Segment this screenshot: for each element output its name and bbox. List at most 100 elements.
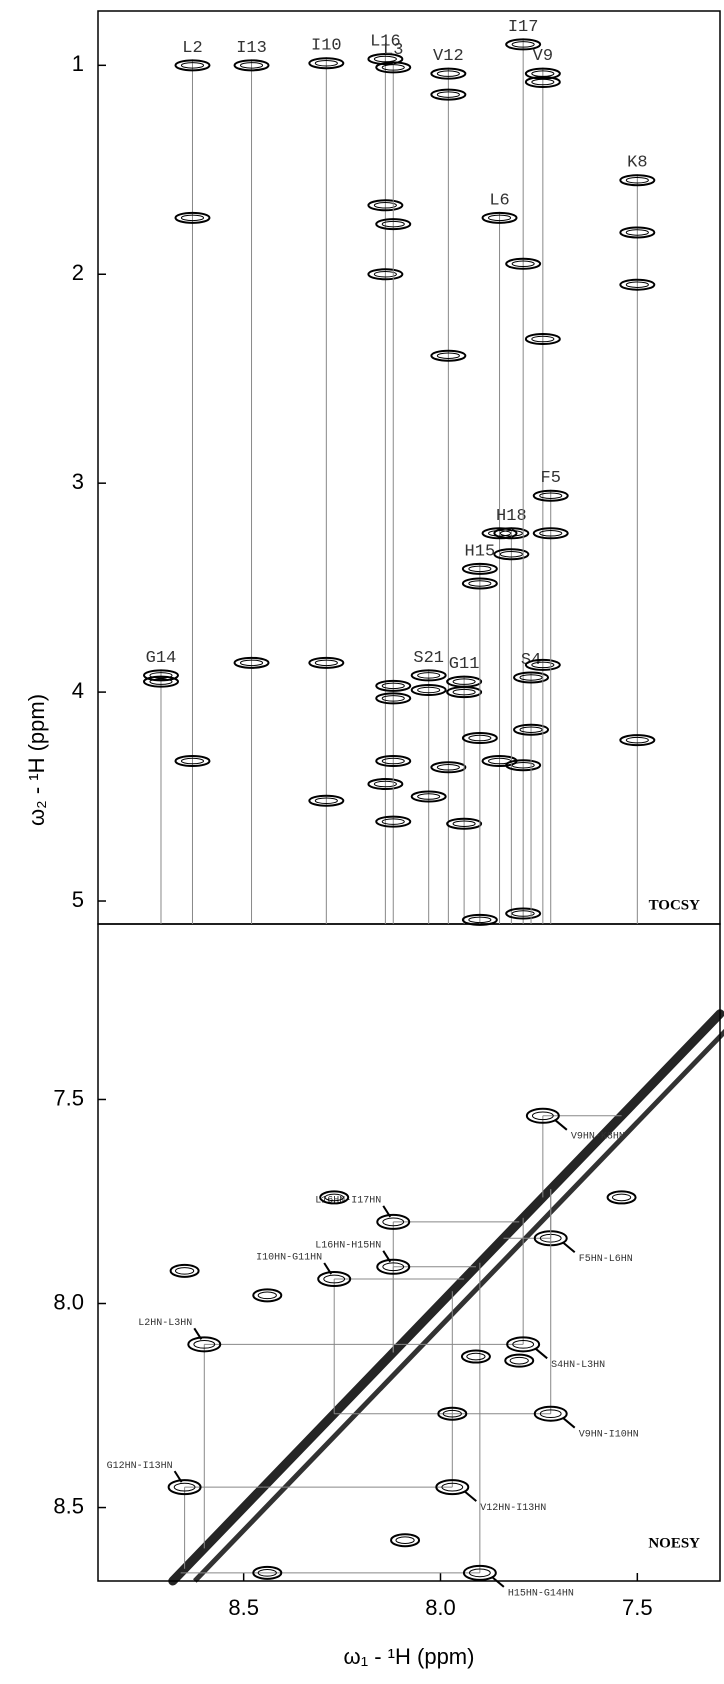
- tocsy-peak: [430, 349, 467, 362]
- tocsy-peak: [375, 218, 412, 231]
- tocsy-peak: [461, 913, 498, 926]
- tocsy-peak-contour: [180, 757, 205, 765]
- tocsy-peak-contour: [531, 661, 555, 669]
- tocsy-peak-contour: [373, 202, 397, 209]
- label-leader: [554, 1119, 568, 1131]
- tocsy-peak-contour: [452, 678, 476, 685]
- tocsy-peak-contour: [511, 260, 535, 268]
- cross-peak-contour: [193, 1339, 216, 1349]
- spin-label: L16: [370, 33, 401, 52]
- y-tick-label: 5: [72, 887, 84, 912]
- tocsy-peak: [524, 658, 561, 671]
- tocsy-peak-contour: [539, 492, 563, 499]
- noesy-peak-contour: [611, 1193, 632, 1202]
- cross-peak-label: L16HN-I17HN: [315, 1196, 381, 1207]
- label-leader: [491, 1576, 505, 1588]
- x-tick-label: 7.5: [622, 1595, 653, 1620]
- spin-label: H18: [496, 507, 527, 526]
- noesy-frame: [97, 923, 721, 1582]
- cross-peak: [435, 1479, 470, 1496]
- cross-peak-contour: [382, 1217, 405, 1227]
- tocsy-peak: [308, 57, 345, 70]
- diagonal: [168, 1009, 724, 1586]
- tocsy-peak: [493, 548, 530, 561]
- tocsy-peak-contour: [436, 764, 460, 771]
- label-leader: [562, 1241, 576, 1253]
- noesy-peak-contour: [257, 1569, 277, 1577]
- spin-label: I13: [236, 39, 267, 58]
- tocsy-peak-contour: [417, 793, 441, 800]
- spin-label: V12: [433, 47, 464, 66]
- cross-peak: [317, 1271, 352, 1288]
- tocsy-peak: [461, 732, 498, 745]
- label-leader: [382, 1250, 392, 1263]
- tocsy-peak: [410, 790, 447, 803]
- tocsy-peak: [174, 211, 211, 224]
- tocsy-peak-contour: [149, 678, 173, 685]
- cross-peak-label: G12HN-I13HN: [107, 1461, 173, 1472]
- tocsy-peak: [174, 755, 211, 768]
- cross-peak-contour: [539, 1409, 562, 1419]
- noesy-peak-contour: [324, 1193, 344, 1202]
- tocsy-peak-contour: [239, 659, 264, 667]
- tocsy-peak: [619, 734, 656, 747]
- panel-label: NOESY: [648, 1535, 700, 1551]
- noesy-peak: [252, 1288, 283, 1303]
- tocsy-peak-contour: [499, 550, 523, 558]
- tocsy-peak: [524, 76, 561, 89]
- label-leader: [463, 1490, 477, 1502]
- tocsy-peak: [375, 679, 412, 692]
- tocsy-peak-contour: [180, 62, 205, 69]
- y-tick-label: 2: [72, 260, 84, 285]
- cross-peak: [462, 1564, 497, 1581]
- tocsy-peak-contour: [373, 780, 397, 788]
- tocsy-peak-contour: [381, 695, 405, 702]
- noesy-peak-contour: [257, 1291, 277, 1300]
- spin-label: V9: [533, 47, 553, 66]
- spin-label: H15: [465, 542, 496, 561]
- x-tick-label: 8.5: [228, 1595, 259, 1620]
- label-leader: [534, 1347, 548, 1360]
- noesy-peak: [319, 1190, 350, 1205]
- tocsy-peak-contour: [511, 761, 535, 769]
- tocsy-peak-contour: [417, 686, 441, 694]
- noesy-peak: [460, 1349, 491, 1364]
- cross-peak-label: H15HN-G14HN: [508, 1588, 574, 1599]
- noesy-peak-contour: [466, 1352, 486, 1361]
- tocsy-peak: [174, 59, 211, 72]
- tocsy-peak-contour: [625, 229, 649, 236]
- cross-peak: [167, 1479, 202, 1496]
- tocsy-peak: [524, 333, 561, 346]
- tocsy-peak: [430, 761, 467, 774]
- tocsy-peak-contour: [452, 820, 476, 827]
- tocsy-peak: [375, 755, 412, 768]
- y-axis-label: ω₂ - ¹H (ppm): [24, 694, 49, 826]
- tocsy-peak-contour: [519, 726, 543, 733]
- cross-peak: [525, 1107, 560, 1124]
- cross-peak-label: L2HN-L3HN: [138, 1318, 192, 1329]
- tocsy-peak: [505, 38, 542, 51]
- tocsy-peak: [493, 527, 530, 540]
- cross-peak-label: S4HN-L3HN: [551, 1360, 605, 1371]
- tocsy-peak-contour: [314, 797, 338, 804]
- tocsy-peak: [375, 61, 412, 74]
- spin-label: I10: [311, 37, 342, 56]
- spin-label: K8: [627, 154, 647, 173]
- cross-peak: [187, 1336, 222, 1353]
- tocsy-peak-contour: [436, 91, 460, 98]
- cross-peak-label: L16HN-H15HN: [315, 1240, 381, 1251]
- tocsy-peak-contour: [468, 565, 492, 573]
- tocsy-peak-contour: [539, 530, 563, 537]
- cross-peak-contour: [468, 1568, 491, 1578]
- tocsy-peak: [461, 562, 498, 575]
- tocsy-peak: [367, 199, 404, 212]
- label-leader: [173, 1470, 183, 1483]
- cross-peak-contour: [323, 1274, 346, 1284]
- tocsy-peak-contour: [381, 818, 405, 825]
- tocsy-peak-contour: [511, 41, 535, 48]
- tocsy-peak-contour: [417, 672, 441, 679]
- label-leader: [562, 1416, 576, 1429]
- tocsy-peak: [367, 778, 404, 791]
- tocsy-frame: [97, 10, 721, 925]
- tocsy-peak-contour: [625, 736, 649, 744]
